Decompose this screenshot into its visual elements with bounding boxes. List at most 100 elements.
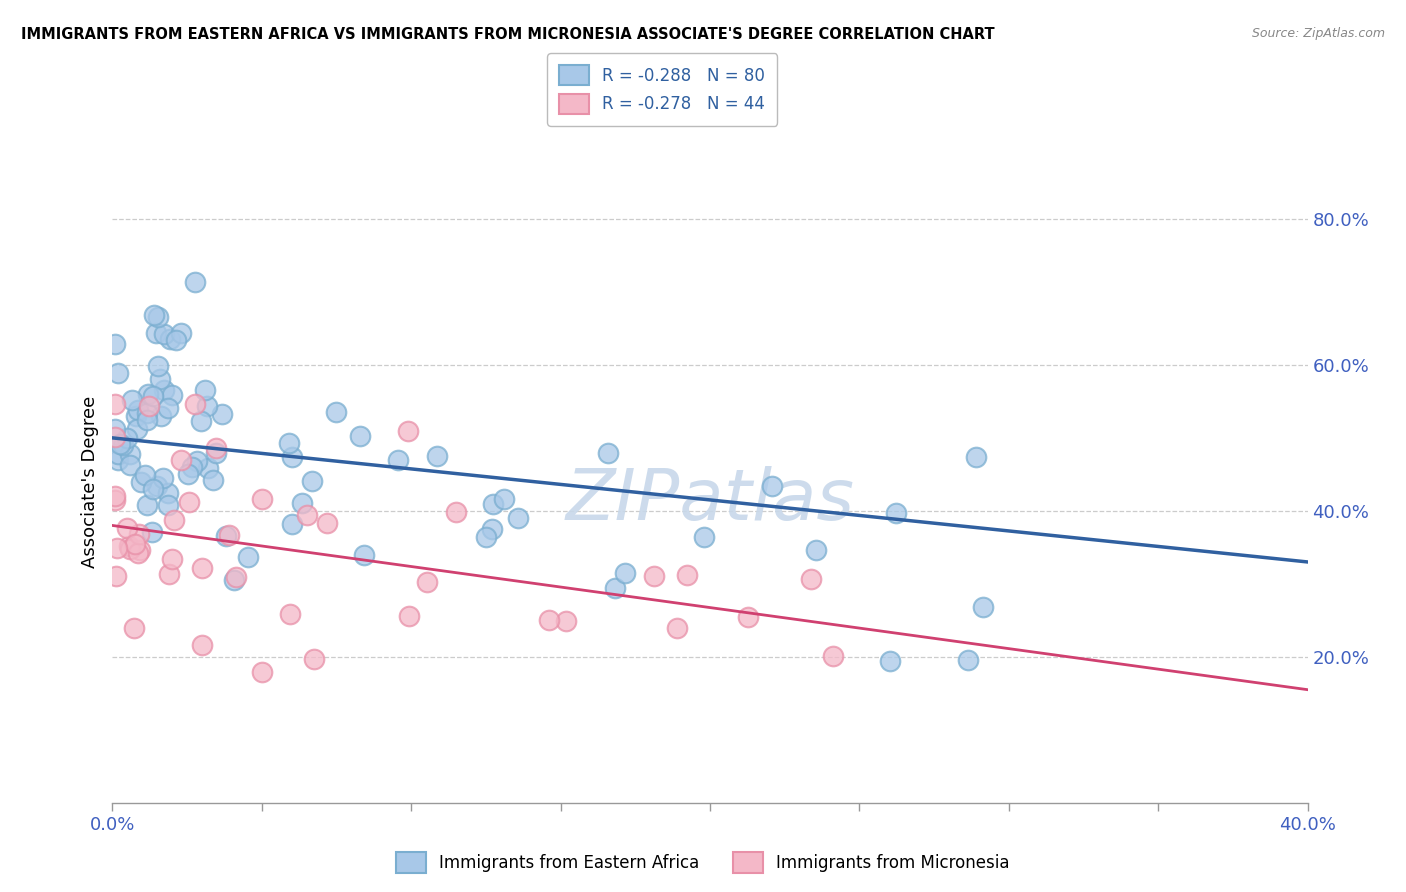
Text: ZIPatlas: ZIPatlas: [565, 467, 855, 535]
Point: [120, 447, 142, 461]
Point: [129, 475, 152, 490]
Point: [104, 492, 127, 507]
Legend: R = -0.288   N = 80, R = -0.278   N = 44: R = -0.288 N = 80, R = -0.278 N = 44: [547, 54, 778, 126]
Point: [555, 615, 578, 629]
Point: [136, 412, 159, 426]
Point: [152, 470, 174, 484]
Point: [821, 649, 844, 664]
Point: [136, 387, 159, 401]
Point: [676, 567, 699, 582]
Point: [325, 405, 347, 419]
Point: [537, 613, 560, 627]
Point: [218, 528, 240, 542]
Point: [145, 326, 167, 340]
Point: [146, 310, 169, 325]
Point: [195, 400, 218, 414]
Point: [205, 446, 228, 460]
Point: [800, 573, 823, 587]
Point: [149, 372, 172, 386]
Point: [121, 392, 143, 407]
Point: [280, 607, 302, 622]
Point: [194, 384, 217, 398]
Point: [693, 530, 716, 544]
Point: [165, 334, 187, 348]
Point: [104, 422, 127, 436]
Point: [124, 537, 146, 551]
Point: [156, 485, 179, 500]
Point: [153, 383, 176, 397]
Point: [170, 326, 193, 341]
Point: [426, 450, 449, 464]
Point: [157, 566, 180, 581]
Point: [603, 581, 626, 595]
Point: [117, 431, 139, 445]
Point: [250, 492, 273, 507]
Point: [205, 441, 228, 455]
Point: [508, 510, 530, 524]
Point: [149, 409, 172, 423]
Point: [163, 513, 186, 527]
Point: [972, 599, 994, 614]
Point: [118, 539, 141, 553]
Point: [643, 569, 665, 583]
Point: [281, 516, 304, 531]
Point: [104, 430, 127, 444]
Point: [156, 499, 179, 513]
Point: [153, 326, 176, 341]
Point: [191, 639, 214, 653]
Point: [965, 450, 987, 464]
Point: [115, 521, 138, 535]
Point: [183, 397, 205, 411]
Text: Source: ZipAtlas.com: Source: ZipAtlas.com: [1251, 27, 1385, 40]
Point: [104, 336, 127, 351]
Point: [494, 491, 516, 506]
Point: [250, 665, 273, 680]
Point: [104, 489, 127, 503]
Point: [107, 447, 129, 461]
Point: [118, 458, 141, 472]
Text: IMMIGRANTS FROM EASTERN AFRICA VS IMMIGRANTS FROM MICRONESIA ASSOCIATE'S DEGREE : IMMIGRANTS FROM EASTERN AFRICA VS IMMIGR…: [21, 27, 994, 42]
Point: [956, 653, 979, 667]
Point: [444, 505, 467, 519]
Point: [141, 388, 163, 402]
Point: [122, 621, 145, 635]
Point: [666, 621, 689, 635]
Point: [141, 524, 163, 539]
Point: [197, 461, 219, 475]
Point: [159, 332, 181, 346]
Point: [112, 437, 135, 451]
Point: [387, 452, 409, 467]
Point: [176, 467, 198, 482]
Point: [290, 495, 312, 509]
Point: [146, 478, 169, 492]
Point: [416, 575, 439, 590]
Point: [143, 308, 166, 322]
Point: [211, 407, 233, 421]
Point: [214, 529, 236, 543]
Point: [136, 498, 159, 512]
Point: [135, 406, 157, 420]
Point: [280, 450, 302, 465]
Point: [134, 467, 156, 482]
Point: [295, 508, 318, 522]
Point: [884, 506, 907, 520]
Y-axis label: Associate's Degree: Associate's Degree: [80, 395, 98, 568]
Point: [104, 397, 127, 411]
Point: [128, 527, 150, 541]
Point: [160, 552, 183, 566]
Point: [761, 478, 783, 492]
Point: [148, 359, 170, 373]
Point: [127, 546, 149, 560]
Point: [225, 570, 247, 584]
Point: [481, 497, 503, 511]
Point: [181, 460, 204, 475]
Point: [156, 401, 179, 415]
Point: [105, 541, 128, 555]
Point: [190, 414, 212, 428]
Point: [127, 403, 149, 417]
Point: [278, 436, 301, 450]
Point: [316, 516, 339, 530]
Point: [107, 453, 129, 467]
Point: [238, 550, 260, 565]
Point: [737, 609, 759, 624]
